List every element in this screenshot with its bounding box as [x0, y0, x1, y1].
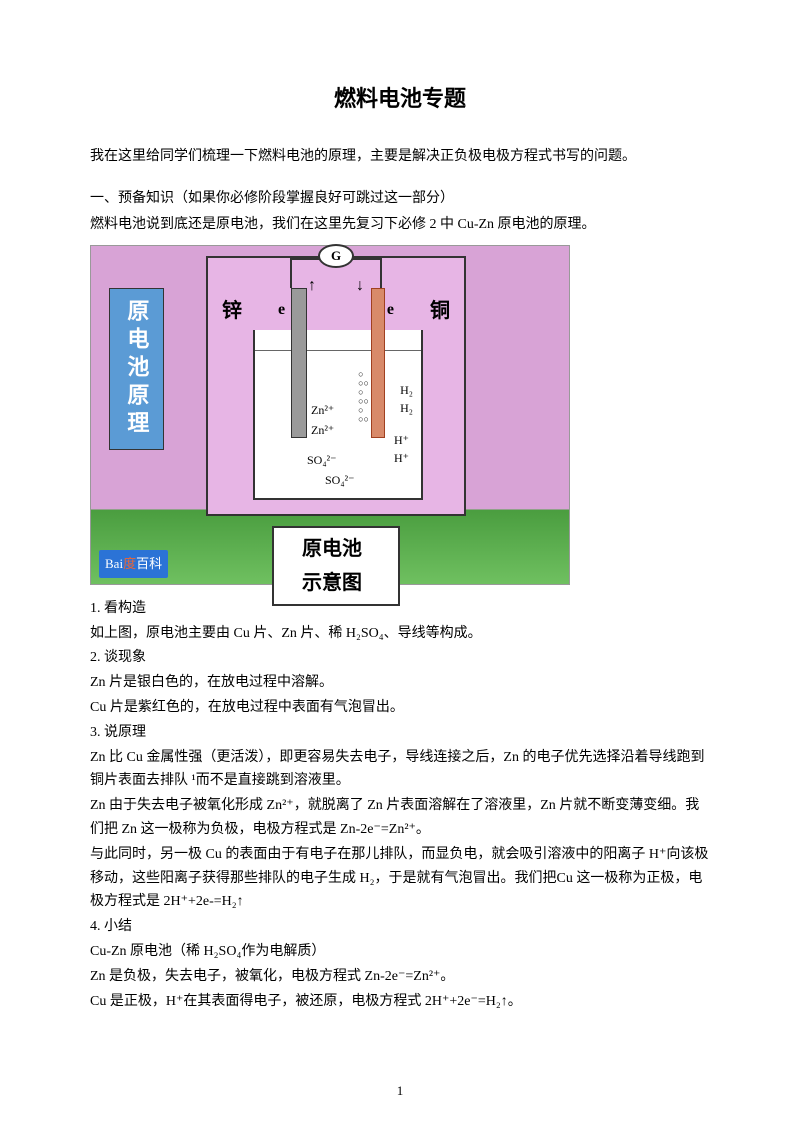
p4-body3: Cu 是正极，H⁺在其表面得电子，被还原，电极方程式 2H⁺+2e⁻=H₂↑。	[90, 990, 710, 1014]
electron-label-right: e	[387, 296, 394, 323]
p3-head: 3. 说原理	[90, 721, 710, 745]
ion-zn-2: Zn²⁺	[311, 420, 334, 440]
intro-text: 我在这里给同学们梳理一下燃料电池的原理，主要是解决正负极电极方程式书写的问题。	[90, 145, 710, 169]
galvanometer-icon: G	[318, 244, 354, 268]
diagram-inner: G ↑ ↓ e e 锌 铜 Zn²⁺ Zn²⁺ SO₄²⁻ SO₄²⁻ H⁺ H…	[206, 256, 466, 516]
ion-zn-1: Zn²⁺	[311, 400, 334, 420]
ion-h-2: H⁺	[394, 448, 409, 468]
diagram-container: 原电池原理 G ↑ ↓ e e 锌 铜 Zn²⁺ Zn²⁺ SO₄²⁻ SO₄²…	[90, 245, 570, 585]
p1-body: 如上图，原电池主要由 Cu 片、Zn 片、稀 H₂SO₄、导线等构成。	[90, 622, 710, 646]
ion-so4-1: SO₄²⁻	[307, 450, 336, 470]
zn-label: 锌	[222, 294, 242, 328]
liquid-line	[255, 350, 421, 351]
baidu-text-2: 百科	[136, 556, 162, 571]
electron-label-left: e	[278, 296, 285, 323]
p4-body1: Cu-Zn 原电池（稀 H₂SO₄作为电解质）	[90, 940, 710, 964]
p3-body2: Zn 由于失去电子被氧化形成 Zn²⁺，就脱离了 Zn 片表面溶解在了溶液里，Z…	[90, 794, 710, 842]
p4-body2: Zn 是负极，失去电子，被氧化，电极方程式 Zn-2e⁻=Zn²⁺。	[90, 965, 710, 989]
p3-body1: Zn 比 Cu 金属性强（更活泼），即更容易失去电子，导线连接之后，Zn 的电子…	[90, 746, 710, 794]
arrow-down-icon: ↓	[356, 272, 364, 299]
p3-body3: 与此同时，另一极 Cu 的表面由于有电子在那儿排队，而显负电，就会吸引溶液中的阳…	[90, 843, 710, 914]
bubbles-icon: ○○○○○○○○○	[358, 370, 369, 424]
cu-label: 铜	[430, 294, 450, 328]
p1-head: 1. 看构造	[90, 597, 710, 621]
arrow-up-icon: ↑	[308, 272, 316, 299]
page-number: 1	[397, 1080, 404, 1102]
content-list: 1. 看构造 如上图，原电池主要由 Cu 片、Zn 片、稀 H₂SO₄、导线等构…	[90, 597, 710, 1014]
page-title: 燃料电池专题	[90, 80, 710, 117]
section-1-head: 一、预备知识（如果你必修阶段掌握良好可跳过这一部分）	[90, 187, 710, 211]
p2-head: 2. 谈现象	[90, 646, 710, 670]
beaker: Zn²⁺ Zn²⁺ SO₄²⁻ SO₄²⁻ H⁺ H⁺ H₂ H₂ ○○○○○○…	[253, 330, 423, 500]
ion-so4-2: SO₄²⁻	[325, 470, 354, 490]
cu-electrode	[371, 288, 385, 438]
section-1-sub: 燃料电池说到底还是原电池，我们在这里先复习下必修 2 中 Cu-Zn 原电池的原…	[90, 213, 710, 237]
p2-body2: Cu 片是紫红色的，在放电过程中表面有气泡冒出。	[90, 696, 710, 720]
diagram-side-label: 原电池原理	[109, 288, 164, 450]
ion-h2-2: H₂	[400, 398, 413, 418]
baidu-logo: Bai度百科	[99, 550, 168, 578]
baidu-text-red: 度	[123, 556, 136, 571]
baidu-text-1: Bai	[105, 556, 123, 571]
p2-body1: Zn 片是银白色的，在放电过程中溶解。	[90, 671, 710, 695]
zn-electrode	[291, 288, 307, 438]
diagram-caption: 原电池示意图	[272, 526, 400, 606]
p4-head: 4. 小结	[90, 915, 710, 939]
